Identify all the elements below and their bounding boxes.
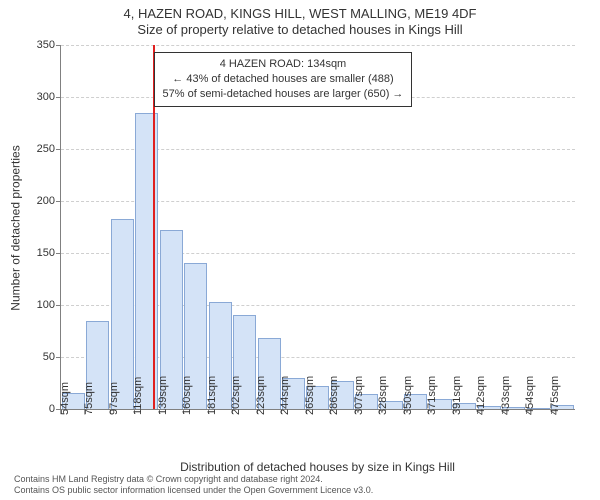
y-tick-label: 300: [37, 91, 55, 103]
y-tick-mark: [56, 149, 61, 150]
x-tick-label: 223sqm: [255, 376, 267, 415]
x-tick-label: 118sqm: [132, 377, 144, 415]
y-tick-mark: [56, 45, 61, 46]
x-tick-label: 181sqm: [206, 376, 218, 415]
y-tick-mark: [56, 97, 61, 98]
histogram-bar: [111, 219, 134, 409]
x-tick-label: 433sqm: [500, 376, 512, 415]
x-tick-label: 54sqm: [59, 382, 71, 415]
x-tick-label: 328sqm: [377, 376, 389, 415]
plot-area: 05010015020025030035054sqm75sqm97sqm118s…: [60, 45, 575, 410]
x-tick-label: 265sqm: [304, 376, 316, 415]
x-tick-label: 286sqm: [328, 376, 340, 415]
x-tick-label: 160sqm: [181, 376, 193, 415]
title-line-1: 4, HAZEN ROAD, KINGS HILL, WEST MALLING,…: [0, 6, 600, 22]
title-block: 4, HAZEN ROAD, KINGS HILL, WEST MALLING,…: [0, 6, 600, 39]
x-tick-label: 307sqm: [353, 376, 365, 415]
y-tick-label: 0: [49, 403, 55, 415]
y-axis-label: Number of detached properties: [8, 45, 24, 410]
y-tick-label: 100: [37, 299, 55, 311]
y-tick-label: 200: [37, 195, 55, 207]
x-tick-label: 412sqm: [475, 376, 487, 415]
x-tick-label: 371sqm: [426, 376, 438, 415]
annotation-box: 4 HAZEN ROAD: 134sqm ← 43% of detached h…: [154, 52, 413, 107]
y-tick-mark: [56, 253, 61, 254]
y-tick-mark: [56, 357, 61, 358]
callout-line-3: 57% of semi-detached houses are larger (…: [163, 87, 404, 102]
callout-line-1: 4 HAZEN ROAD: 134sqm: [163, 57, 404, 72]
y-tick-label: 350: [37, 39, 55, 51]
y-axis-label-text: Number of detached properties: [9, 145, 23, 310]
callout-line-2: ← 43% of detached houses are smaller (48…: [163, 72, 404, 87]
chart-figure: 4, HAZEN ROAD, KINGS HILL, WEST MALLING,…: [0, 0, 600, 500]
x-tick-label: 475sqm: [549, 376, 561, 415]
x-tick-label: 391sqm: [451, 376, 463, 415]
y-tick-label: 50: [43, 351, 55, 363]
x-axis-label: Distribution of detached houses by size …: [60, 460, 575, 474]
x-tick-label: 97sqm: [108, 382, 120, 415]
x-tick-label: 244sqm: [279, 376, 291, 415]
x-tick-label: 75sqm: [83, 382, 95, 415]
gridline: [61, 45, 575, 46]
x-tick-label: 350sqm: [402, 376, 414, 415]
x-tick-label: 454sqm: [524, 376, 536, 415]
footer-line-2: Contains OS public sector information li…: [14, 485, 373, 496]
y-tick-mark: [56, 305, 61, 306]
footer-line-1: Contains HM Land Registry data © Crown c…: [14, 474, 373, 485]
title-line-2: Size of property relative to detached ho…: [0, 22, 600, 38]
x-tick-label: 202sqm: [230, 376, 242, 415]
y-tick-mark: [56, 201, 61, 202]
footer-attribution: Contains HM Land Registry data © Crown c…: [14, 474, 373, 497]
x-tick-label: 139sqm: [157, 376, 169, 415]
y-tick-label: 150: [37, 247, 55, 259]
y-tick-label: 250: [37, 143, 55, 155]
x-axis-label-text: Distribution of detached houses by size …: [180, 460, 455, 474]
